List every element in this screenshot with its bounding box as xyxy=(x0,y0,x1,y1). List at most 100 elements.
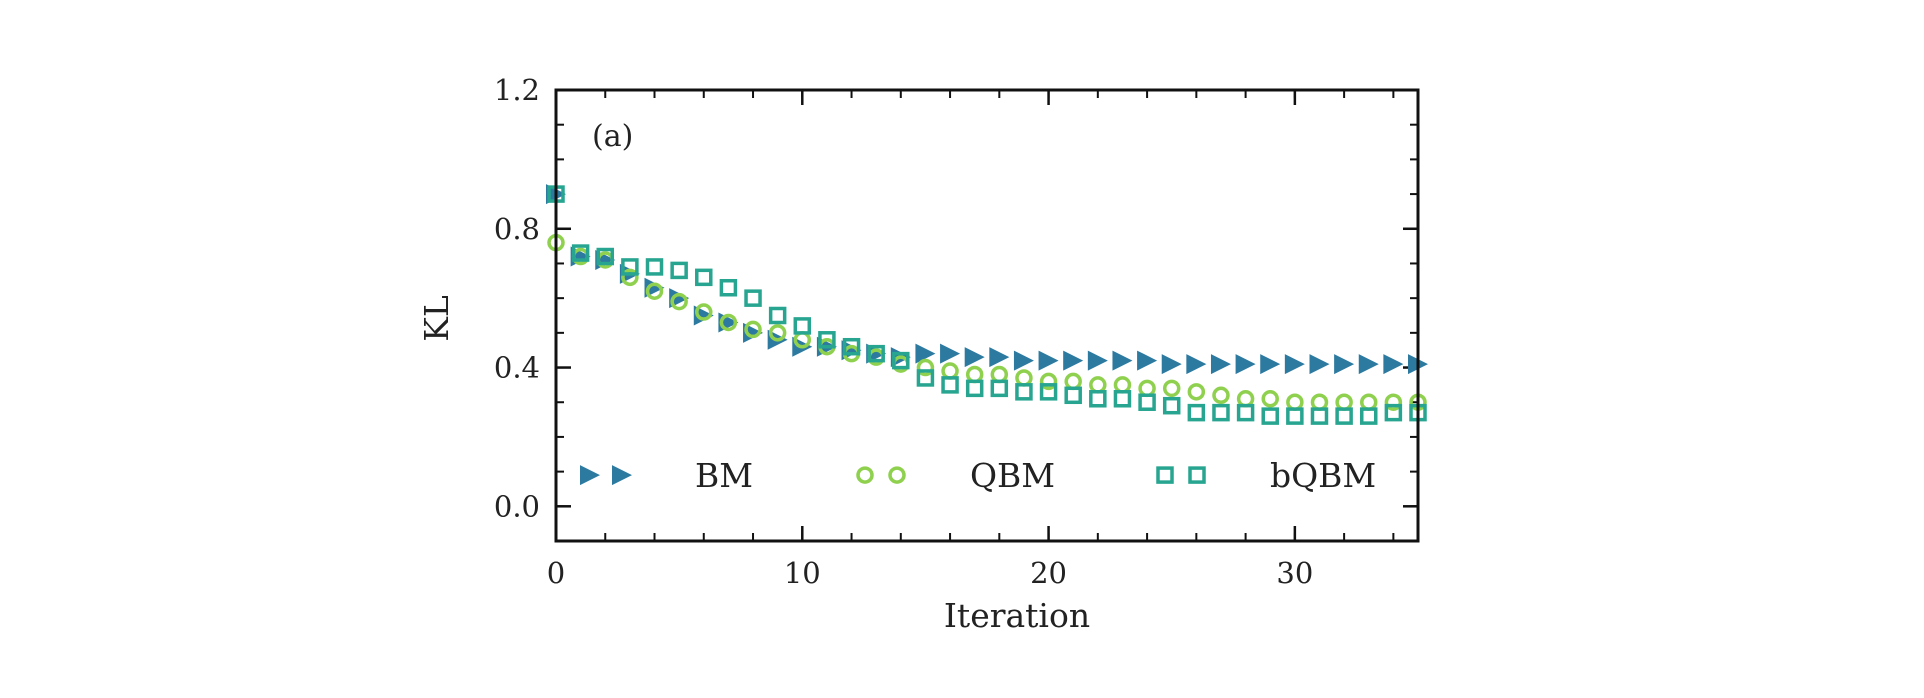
legend-item-bm: BM xyxy=(580,456,753,495)
bm-point xyxy=(1186,354,1207,375)
bqbm-point xyxy=(1187,403,1206,422)
legend-label: QBM xyxy=(970,456,1055,495)
bqbm-point xyxy=(793,317,812,335)
bm-point xyxy=(743,322,764,343)
qbm-point xyxy=(1039,372,1058,391)
qbm-point xyxy=(1335,393,1353,411)
bqbm-point xyxy=(990,379,1009,398)
qbm-point xyxy=(916,358,935,377)
bm-point xyxy=(1235,354,1256,375)
bqbm-point xyxy=(621,258,639,276)
bm-point xyxy=(1087,350,1108,371)
qbm-point xyxy=(965,365,984,384)
bqbm-point xyxy=(1212,403,1230,422)
legend-marker xyxy=(856,466,874,484)
bm-point xyxy=(1309,354,1330,375)
bqbm-point xyxy=(842,337,861,356)
qbm-point xyxy=(941,362,959,380)
qbm-point xyxy=(1384,393,1403,411)
bqbm-point xyxy=(867,344,885,363)
bm-point xyxy=(1112,350,1133,371)
bqbm-point xyxy=(1384,403,1403,422)
qbm-point xyxy=(670,292,688,311)
legend-marker xyxy=(612,465,632,486)
x-tick-label: 10 xyxy=(784,556,821,590)
y-tick-label: 0.0 xyxy=(494,489,540,523)
qbm-point xyxy=(1162,379,1181,398)
legend-marker xyxy=(1188,466,1206,484)
qbm-point xyxy=(744,320,762,339)
bqbm-point xyxy=(1261,407,1279,425)
qbm-point xyxy=(768,324,787,342)
legend: BM QBM bQBM xyxy=(580,456,1376,495)
bqbm-point xyxy=(768,306,787,325)
qbm-point xyxy=(1310,393,1329,411)
qbm-point xyxy=(719,313,738,332)
qbm-point xyxy=(645,282,664,300)
bqbm-point xyxy=(1359,407,1378,425)
bqbm-point xyxy=(1286,407,1304,425)
bqbm-point xyxy=(571,244,590,262)
bm-point xyxy=(1358,354,1379,375)
bm-point xyxy=(989,347,1010,368)
bqbm-point xyxy=(1039,383,1058,401)
y-axis-label: KL xyxy=(417,295,456,342)
bqbm-point xyxy=(1236,403,1255,422)
qbm-point xyxy=(1089,376,1107,394)
bqbm-point xyxy=(719,278,738,297)
qbm-point xyxy=(1236,390,1255,408)
bm-point xyxy=(964,347,985,368)
x-axis-label: Iteration xyxy=(944,596,1090,635)
bm-point xyxy=(1210,354,1231,375)
bm-point xyxy=(1063,350,1084,371)
x-tick-label: 0 xyxy=(547,556,565,590)
qbm-point xyxy=(1261,390,1279,408)
qbm-point xyxy=(1015,369,1033,387)
plot-frame xyxy=(554,88,1420,543)
data-marks xyxy=(546,184,1428,425)
bqbm-point xyxy=(818,331,836,349)
bm-point xyxy=(1334,354,1355,375)
legend-item-qbm: QBM xyxy=(856,456,1055,495)
qbm-point xyxy=(1138,379,1156,398)
bqbm-point xyxy=(1064,386,1082,405)
tick-labels: 0 10 20 30 0.0 0.4 0.8 1.2 xyxy=(494,73,1313,590)
bqbm-point xyxy=(744,289,762,307)
y-tick-label: 0.4 xyxy=(494,351,540,385)
bm-point xyxy=(1038,350,1059,371)
bqbm-point xyxy=(695,268,713,287)
bm-point xyxy=(693,305,714,326)
qbm-point xyxy=(1359,393,1378,411)
bqbm-point xyxy=(596,247,615,266)
bm-point xyxy=(1137,350,1158,371)
qbm-point xyxy=(1286,393,1304,411)
qbm-point xyxy=(1113,376,1132,394)
qbm-point xyxy=(1064,372,1082,391)
bqbm-point xyxy=(892,351,910,370)
legend-marker xyxy=(1156,466,1174,484)
legend-item-bqbm: bQBM xyxy=(1156,456,1376,495)
bm-point xyxy=(669,288,690,309)
bqbm-point xyxy=(941,376,959,394)
bm-point xyxy=(1260,354,1281,375)
series-bqbm xyxy=(547,185,1427,425)
bm-point xyxy=(1284,354,1305,375)
bqbm-point xyxy=(916,369,935,387)
bqbm-point xyxy=(1310,407,1329,425)
legend-marker xyxy=(888,466,906,484)
qbm-point xyxy=(990,365,1009,384)
y-tick-label: 0.8 xyxy=(494,212,540,246)
legend-label: bQBM xyxy=(1270,456,1376,495)
qbm-point xyxy=(695,303,713,321)
bm-point xyxy=(866,343,887,364)
panel-label: (a) xyxy=(592,119,633,154)
bm-point xyxy=(1161,354,1182,375)
bm-point xyxy=(915,343,936,364)
bqbm-point xyxy=(1138,393,1156,411)
bm-point xyxy=(644,277,665,298)
bqbm-point xyxy=(1089,390,1107,408)
x-tick-label: 30 xyxy=(1276,556,1313,590)
qbm-point xyxy=(1187,383,1206,401)
bqbm-point xyxy=(645,258,664,276)
